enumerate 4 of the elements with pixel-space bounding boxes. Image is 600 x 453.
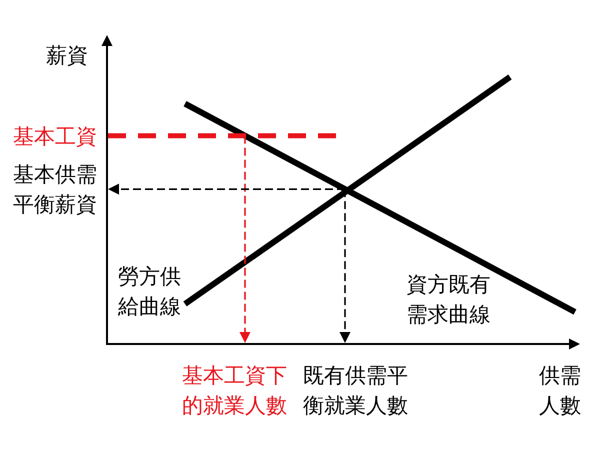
annotation: 基本工資下的就業人數 — [182, 364, 287, 418]
x-axis-title: 供需人數 — [539, 364, 581, 418]
annotation: 既有供需平衡就業人數 — [303, 364, 408, 418]
y-axis-title: 薪資 — [46, 44, 88, 68]
